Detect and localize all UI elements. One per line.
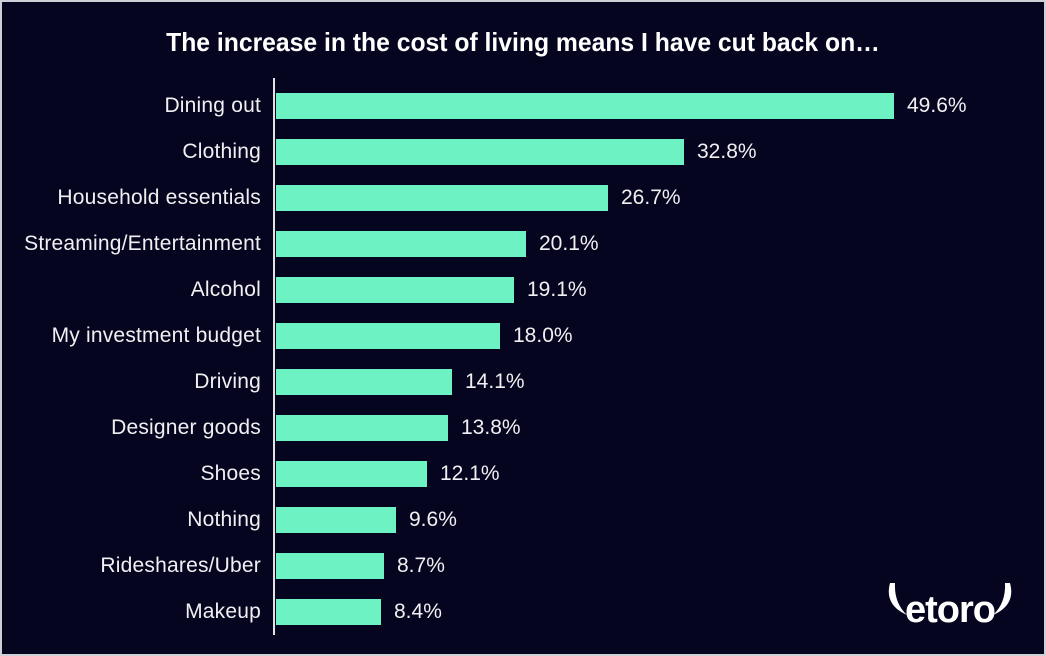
- value-label: 9.6%: [409, 508, 457, 531]
- category-label: Rideshares/Uber: [100, 554, 261, 577]
- bar: [276, 461, 427, 487]
- bar: [276, 93, 894, 119]
- value-label: 49.6%: [907, 94, 967, 117]
- bar: [276, 139, 684, 165]
- bar-row: Household essentials 26.7%: [2, 175, 1044, 221]
- bar: [276, 231, 526, 257]
- bull-horn-right-icon: [993, 583, 1012, 615]
- bar-row: My investment budget 18.0%: [2, 313, 1044, 359]
- category-label: Shoes: [200, 462, 261, 485]
- value-label: 19.1%: [527, 278, 587, 301]
- value-label: 14.1%: [465, 370, 525, 393]
- bar-row: Driving 14.1%: [2, 359, 1044, 405]
- bar: [276, 185, 608, 211]
- bar-rows: Dining out 49.6% Clothing 32.8% Household es…: [2, 83, 1044, 635]
- category-label: Clothing: [182, 140, 261, 163]
- bar-row: Streaming/Entertainment 20.1%: [2, 221, 1044, 267]
- bar: [276, 599, 381, 625]
- category-label: Designer goods: [111, 416, 261, 439]
- value-label: 26.7%: [621, 186, 681, 209]
- bar-row: Rideshares/Uber 8.7%: [2, 543, 1044, 589]
- bar: [276, 553, 384, 579]
- category-label: Driving: [194, 370, 261, 393]
- value-label: 18.0%: [513, 324, 573, 347]
- bar: [276, 323, 500, 349]
- etoro-logo-text: etoro: [905, 589, 995, 628]
- category-label: Nothing: [187, 508, 261, 531]
- value-label: 32.8%: [697, 140, 757, 163]
- bar: [276, 415, 448, 441]
- bar: [276, 369, 452, 395]
- category-label: Dining out: [164, 94, 261, 117]
- bar-row: Nothing 9.6%: [2, 497, 1044, 543]
- bar-row: Designer goods 13.8%: [2, 405, 1044, 451]
- value-label: 8.4%: [394, 600, 442, 623]
- bar-row: Shoes 12.1%: [2, 451, 1044, 497]
- chart-title: The increase in the cost of living means…: [166, 27, 880, 57]
- etoro-logo: etoro: [888, 583, 1012, 628]
- bar-row: Dining out 49.6%: [2, 83, 1044, 129]
- value-label: 13.8%: [461, 416, 521, 439]
- bar-row: Clothing 32.8%: [2, 129, 1044, 175]
- category-label: Household essentials: [57, 186, 261, 209]
- category-label: My investment budget: [51, 324, 261, 347]
- value-label: 12.1%: [440, 462, 500, 485]
- value-label: 20.1%: [539, 232, 599, 255]
- category-label: Streaming/Entertainment: [24, 232, 261, 255]
- bar: [276, 507, 396, 533]
- y-axis-line: [273, 78, 275, 635]
- bar-row: Makeup 8.4%: [2, 589, 1044, 635]
- bull-horn-left-icon: [888, 583, 907, 615]
- value-label: 8.7%: [397, 554, 445, 577]
- category-label: Alcohol: [190, 278, 261, 301]
- category-label: Makeup: [185, 600, 261, 623]
- bar: [276, 277, 514, 303]
- bar-row: Alcohol 19.1%: [2, 267, 1044, 313]
